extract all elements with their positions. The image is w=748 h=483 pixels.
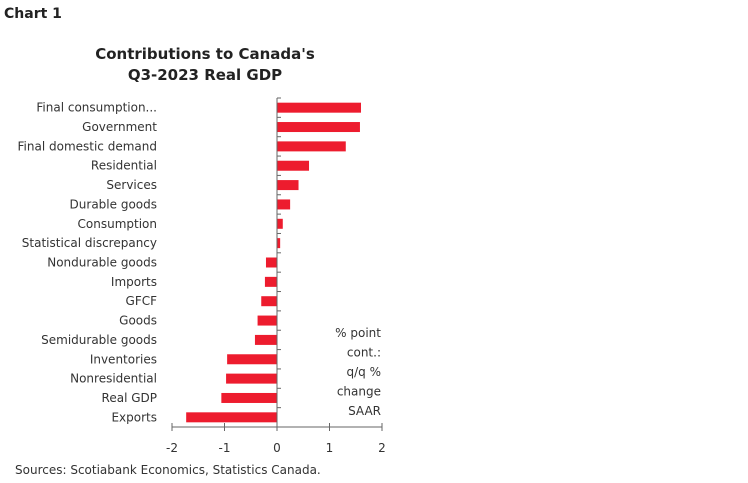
annotation-text: SAAR (348, 404, 381, 418)
annotation-text: change (337, 385, 381, 399)
category-label: Inventories (90, 352, 157, 366)
annotation-text: % point (335, 326, 381, 340)
category-label: Nonresidential (70, 372, 157, 386)
category-label: Goods (119, 314, 157, 328)
category-label: Final consumption... (36, 101, 157, 115)
category-label: Government (82, 120, 157, 134)
bar (277, 238, 281, 249)
bar (277, 218, 283, 229)
category-label: Consumption (78, 217, 157, 231)
annotation-text: cont.: (347, 346, 381, 360)
bar (265, 257, 277, 268)
chart-title: Contributions to Canada's Q3-2023 Real G… (60, 44, 350, 86)
bar (277, 199, 291, 210)
bar (277, 102, 361, 113)
x-tick-label: -2 (166, 441, 178, 455)
bar (227, 354, 277, 365)
bar (254, 334, 277, 345)
x-tick-label: -1 (219, 441, 231, 455)
annotation-text: q/q % (347, 365, 382, 379)
x-tick-label: 0 (273, 441, 281, 455)
chart-title-line: Contributions to Canada's (95, 45, 315, 63)
category-label: Nondurable goods (47, 256, 157, 270)
category-label: Residential (91, 159, 157, 173)
category-label: Durable goods (70, 197, 157, 211)
bar (186, 412, 277, 423)
bar (264, 276, 277, 287)
x-tick-label: 2 (378, 441, 386, 455)
bar (257, 315, 277, 326)
chart-label: Chart 1 (4, 6, 62, 22)
bar (261, 296, 277, 307)
category-label: Real GDP (102, 391, 157, 405)
source-note: Sources: Scotiabank Economics, Statistic… (15, 463, 321, 477)
bar (277, 160, 310, 171)
category-label: Statistical discrepancy (22, 236, 157, 250)
category-label: Exports (111, 410, 157, 424)
category-label: GFCF (126, 294, 158, 308)
x-tick-label: 1 (326, 441, 334, 455)
category-label: Services (106, 178, 157, 192)
bar (221, 392, 277, 403)
bar (277, 180, 299, 191)
bar (277, 122, 360, 133)
bar (226, 373, 277, 384)
category-label: Imports (111, 275, 157, 289)
category-label: Final domestic demand (18, 139, 157, 153)
bar (277, 141, 346, 152)
chart-title-line: Q3-2023 Real GDP (127, 66, 283, 84)
category-label: Semidurable goods (41, 333, 157, 347)
